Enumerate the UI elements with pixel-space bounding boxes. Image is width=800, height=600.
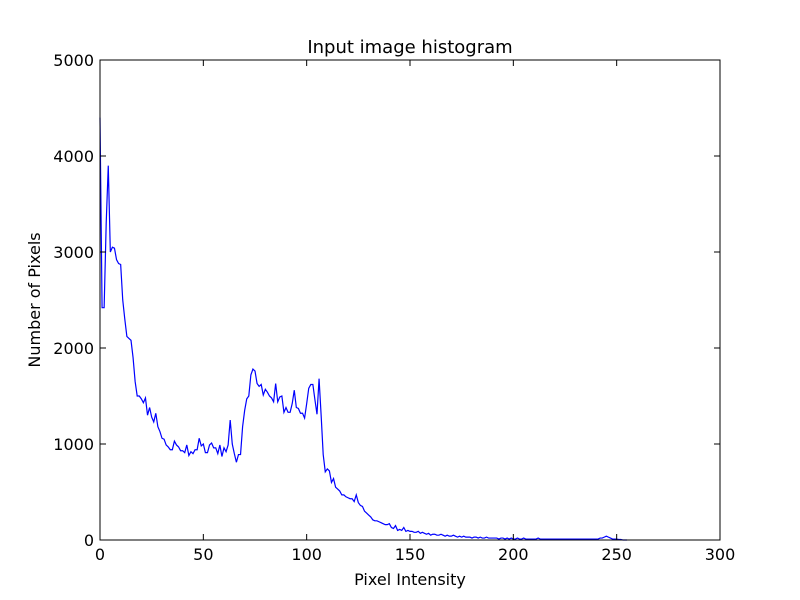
y-tick-label: 0 — [84, 531, 94, 550]
x-axis-label: Pixel Intensity — [354, 570, 466, 589]
y-tick-label: 5000 — [53, 51, 94, 70]
data-line — [99, 117, 627, 541]
y-axis-label: Number of Pixels — [25, 232, 44, 367]
y-tick-label: 2000 — [53, 339, 94, 358]
x-tick-label: 300 — [705, 545, 736, 564]
chart-title: Input image histogram — [307, 37, 512, 58]
y-tick-label: 3000 — [53, 243, 94, 262]
x-tick-label: 100 — [291, 545, 322, 564]
x-tick-label: 50 — [193, 545, 213, 564]
y-tick-label: 1000 — [53, 435, 94, 454]
x-tick-label: 250 — [601, 545, 632, 564]
x-tick-label: 0 — [95, 545, 105, 564]
x-tick-label: 150 — [395, 545, 426, 564]
x-tick-label: 200 — [498, 545, 529, 564]
y-tick-label: 4000 — [53, 147, 94, 166]
